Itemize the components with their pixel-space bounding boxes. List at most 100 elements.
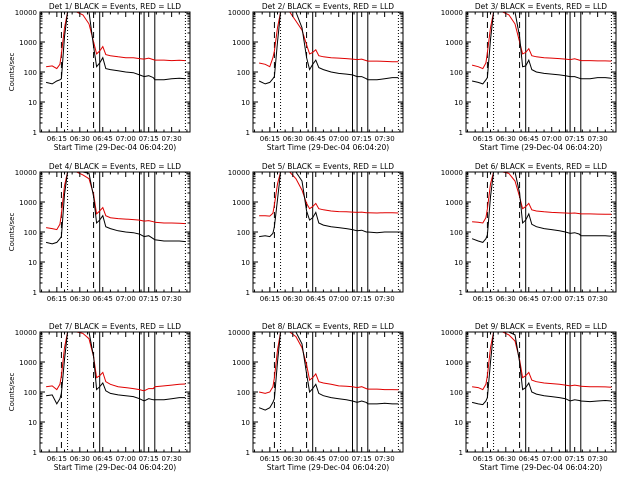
series-line-lld [46, 12, 186, 70]
y-tick-label: 10 [454, 419, 463, 427]
y-tick-label: 10000 [15, 9, 37, 17]
x-tick-label: 06:45 [306, 135, 326, 143]
panel-6: 1 10 100 1000 10000 06:15 06:30 06:45 07:00 07:15… [441, 162, 617, 303]
series-line-events [471, 12, 612, 85]
plot-frame [39, 331, 191, 453]
y-tick-label: 10000 [15, 169, 37, 177]
series-line-events [258, 12, 399, 85]
x-tick-label: 06:15 [260, 295, 280, 303]
x-tick-label: 06:15 [260, 455, 280, 463]
series-line-events [45, 12, 186, 85]
x-tick-label: 06:45 [519, 295, 539, 303]
x-tick-label: 07:00 [542, 295, 562, 303]
x-tick-label: 07:00 [116, 295, 136, 303]
y-tick-label: 10 [241, 99, 250, 107]
series-line-events [471, 172, 612, 243]
panel-title: Det 7/ BLACK = Events, RED = LLD [49, 322, 181, 331]
x-tick-label: 06:45 [93, 455, 113, 463]
y-tick-label: 1000 [232, 359, 250, 367]
series-line-events [45, 172, 186, 245]
y-axis-label: Counts/sec [8, 373, 16, 412]
x-tick-label: 06:30 [283, 295, 303, 303]
series-line-events [259, 172, 399, 238]
panel-2: 1 10 100 1000 10000 06:15 06:30 06:45 07:00 07:15… [228, 2, 404, 152]
y-tick-label: 1000 [445, 39, 463, 47]
y-tick-label: 10000 [441, 169, 463, 177]
x-axis-label: Start Time (29-Dec-04 06:04:20) [267, 463, 389, 472]
y-tick-label: 10 [28, 259, 37, 267]
x-tick-label: 06:30 [283, 455, 303, 463]
x-axis-label: Start Time (29-Dec-04 06:04:20) [480, 463, 602, 472]
x-axis-label: Start Time (29-Dec-04 06:04:20) [54, 463, 176, 472]
y-tick-label: 10000 [228, 169, 250, 177]
x-tick-label: 07:30 [375, 295, 395, 303]
x-tick-label: 07:00 [542, 135, 562, 143]
y-tick-label: 100 [450, 229, 463, 237]
x-tick-label: 07:15 [139, 295, 159, 303]
x-tick-label: 06:30 [70, 295, 90, 303]
panel-title: Det 4/ BLACK = Events, RED = LLD [49, 162, 181, 171]
y-tick-label: 10 [454, 99, 463, 107]
x-tick-label: 06:45 [519, 135, 539, 143]
panel-7: 1 10 100 1000 10000 06:15 06:30 06:45 07:00 07:15… [8, 322, 191, 472]
series-line-events [258, 332, 399, 411]
series-group [471, 12, 612, 85]
y-tick-label: 1 [459, 449, 463, 457]
x-tick-label: 06:45 [519, 455, 539, 463]
x-tick-label: 06:15 [47, 135, 67, 143]
series-group [45, 12, 186, 85]
y-tick-label: 10000 [15, 329, 37, 337]
plot-frame [252, 331, 404, 453]
x-axis-label: Start Time (29-Dec-04 06:04:20) [267, 143, 389, 152]
y-tick-label: 1000 [232, 39, 250, 47]
x-tick-label: 07:30 [162, 135, 182, 143]
y-tick-label: 100 [450, 389, 463, 397]
series-line-lld [472, 332, 612, 391]
x-tick-label: 07:15 [352, 135, 372, 143]
panel-1: 1 10 100 1000 10000 06:15 06:30 06:45 07:00 07:15… [8, 2, 191, 152]
y-tick-label: 1000 [445, 359, 463, 367]
series-line-lld [46, 332, 186, 392]
x-tick-label: 07:30 [588, 455, 608, 463]
plot-frame [465, 11, 617, 133]
x-tick-label: 06:45 [93, 135, 113, 143]
x-tick-label: 07:30 [162, 455, 182, 463]
x-tick-label: 06:30 [70, 135, 90, 143]
y-tick-label: 1 [459, 129, 463, 137]
y-axis-label: Counts/sec [8, 213, 16, 252]
panel-8: 1 10 100 1000 10000 06:15 06:30 06:45 07:00 07:15… [228, 322, 404, 472]
series-line-events [46, 332, 186, 405]
panel-title: Det 3/ BLACK = Events, RED = LLD [475, 2, 607, 11]
y-tick-label: 1000 [19, 199, 37, 207]
x-tick-label: 06:15 [473, 295, 493, 303]
x-tick-label: 06:30 [70, 455, 90, 463]
panel-title: Det 5/ BLACK = Events, RED = LLD [262, 162, 394, 171]
series-line-lld [259, 172, 399, 217]
x-tick-label: 07:00 [116, 135, 136, 143]
series-group [471, 172, 612, 243]
series-group [258, 12, 399, 85]
x-tick-label: 06:45 [306, 295, 326, 303]
series-group [46, 332, 186, 405]
y-tick-label: 100 [450, 69, 463, 77]
x-tick-label: 06:45 [93, 295, 113, 303]
y-tick-label: 1000 [445, 199, 463, 207]
x-tick-label: 07:15 [565, 135, 585, 143]
plot-frame [39, 11, 191, 133]
x-tick-label: 06:15 [473, 455, 493, 463]
panel-title: Det 9/ BLACK = Events, RED = LLD [475, 322, 607, 331]
x-tick-label: 06:15 [260, 135, 280, 143]
series-line-lld [46, 172, 186, 231]
series-group [471, 332, 612, 406]
x-tick-label: 06:15 [47, 455, 67, 463]
x-tick-label: 07:00 [329, 455, 349, 463]
x-tick-label: 07:15 [139, 135, 159, 143]
x-tick-label: 07:00 [542, 455, 562, 463]
series-line-lld [471, 12, 612, 70]
y-tick-label: 1 [246, 289, 250, 297]
y-tick-label: 10 [454, 259, 463, 267]
x-tick-label: 07:30 [588, 135, 608, 143]
x-tick-label: 07:00 [329, 295, 349, 303]
panel-title: Det 1/ BLACK = Events, RED = LLD [49, 2, 181, 11]
y-tick-label: 1 [33, 289, 37, 297]
